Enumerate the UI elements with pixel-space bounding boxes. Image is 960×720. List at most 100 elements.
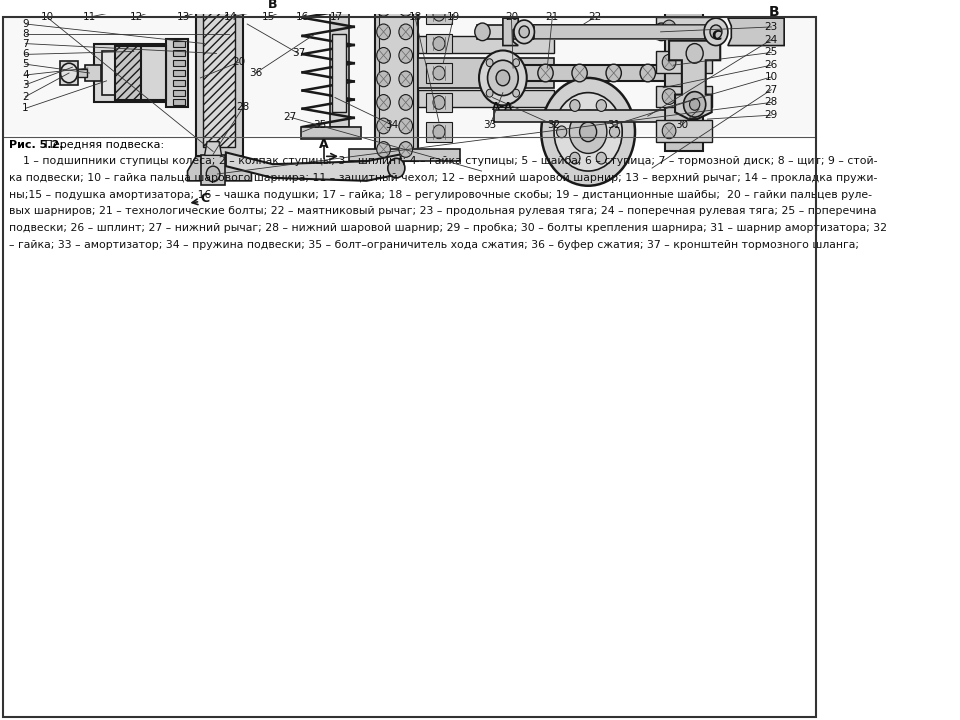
Circle shape: [433, 125, 444, 139]
Text: 32: 32: [547, 120, 561, 130]
Bar: [349, 150, 460, 161]
Text: 16: 16: [296, 12, 309, 22]
Circle shape: [710, 25, 722, 39]
Text: 1 – подшипники ступицы колеса; 2 – колпак ступицы; 3 – шплинт; 4 – гайка ступицы: 1 – подшипники ступицы колеса; 2 – колпа…: [9, 156, 877, 166]
Circle shape: [433, 96, 444, 109]
Text: А–А: А–А: [492, 102, 514, 112]
Circle shape: [399, 71, 413, 86]
Circle shape: [479, 50, 527, 105]
Circle shape: [376, 24, 391, 40]
Text: 27: 27: [765, 85, 778, 95]
Bar: [115, 45, 149, 101]
Bar: [300, 127, 361, 139]
Text: 26: 26: [765, 60, 778, 70]
Polygon shape: [204, 142, 222, 156]
Circle shape: [686, 44, 703, 63]
Bar: [173, 40, 185, 47]
Text: С: С: [200, 192, 209, 205]
Circle shape: [486, 89, 493, 97]
Circle shape: [399, 24, 413, 40]
Text: 34: 34: [386, 120, 398, 130]
Bar: [665, 0, 703, 151]
Bar: [426, 93, 452, 112]
Circle shape: [376, 48, 391, 63]
Circle shape: [662, 55, 676, 70]
Circle shape: [570, 99, 580, 112]
Text: 5: 5: [22, 59, 29, 69]
Bar: [173, 50, 185, 56]
Circle shape: [376, 94, 391, 110]
Text: – гайка; 33 – амортизатор; 34 – пружина подвески; 35 – болт–ограничитель хода сж: – гайка; 33 – амортизатор; 34 – пружина …: [9, 240, 858, 250]
Text: 2: 2: [22, 91, 29, 102]
Bar: [503, 18, 784, 45]
Circle shape: [596, 152, 607, 164]
Circle shape: [606, 64, 621, 82]
Circle shape: [610, 126, 619, 138]
Circle shape: [504, 64, 519, 82]
Text: 36: 36: [249, 68, 262, 78]
Bar: [426, 63, 452, 83]
Bar: [173, 80, 185, 86]
Bar: [140, 45, 166, 101]
Bar: [657, 17, 711, 39]
Circle shape: [376, 142, 391, 158]
Text: 25: 25: [765, 48, 778, 58]
Bar: [173, 70, 185, 76]
Bar: [426, 34, 452, 53]
Circle shape: [399, 1, 413, 16]
Bar: [166, 39, 187, 107]
Text: 33: 33: [484, 120, 496, 130]
Polygon shape: [503, 18, 518, 45]
Bar: [4, 17, 815, 135]
Circle shape: [704, 18, 728, 45]
Bar: [330, 0, 348, 127]
Bar: [173, 99, 185, 105]
Text: 7: 7: [22, 39, 29, 49]
Circle shape: [572, 64, 588, 82]
Text: 31: 31: [607, 120, 620, 130]
Text: 17: 17: [330, 12, 344, 22]
Text: 21: 21: [545, 12, 559, 22]
Text: 4: 4: [22, 70, 29, 80]
Circle shape: [640, 64, 656, 82]
Polygon shape: [226, 153, 400, 181]
Bar: [535, 25, 705, 39]
Text: 12: 12: [130, 12, 143, 22]
Circle shape: [486, 59, 493, 66]
Text: 1: 1: [22, 103, 29, 113]
Circle shape: [684, 91, 706, 117]
Circle shape: [488, 60, 518, 96]
Text: 10: 10: [40, 12, 54, 22]
Text: 15: 15: [262, 12, 276, 22]
Bar: [426, 4, 452, 24]
Circle shape: [475, 23, 491, 40]
Text: вых шарниров; 21 – технологические болты; 22 – маятниковый рычаг; 23 – продольна: вых шарниров; 21 – технологические болты…: [9, 207, 876, 216]
Text: 9: 9: [22, 19, 29, 29]
Text: 19: 19: [446, 12, 460, 22]
Circle shape: [662, 89, 676, 104]
Text: С: С: [710, 29, 721, 42]
Circle shape: [399, 94, 413, 110]
Text: 8: 8: [22, 29, 29, 39]
Circle shape: [538, 64, 553, 82]
Bar: [77, 69, 87, 77]
Text: 20: 20: [505, 12, 518, 22]
Bar: [60, 61, 79, 85]
Circle shape: [519, 26, 529, 37]
Circle shape: [513, 59, 519, 66]
Bar: [468, 44, 540, 117]
Circle shape: [399, 48, 413, 63]
Bar: [418, 36, 554, 53]
Circle shape: [554, 93, 622, 171]
Circle shape: [654, 23, 669, 40]
Circle shape: [541, 78, 635, 186]
Bar: [94, 44, 171, 102]
Bar: [173, 90, 185, 96]
Bar: [203, 0, 235, 147]
Text: 6: 6: [22, 50, 29, 59]
Text: ны;15 – подушка амортизатора; 16 – чашка подушки; 17 – гайка; 18 – регулировочны: ны;15 – подушка амортизатора; 16 – чашка…: [9, 189, 872, 199]
Circle shape: [689, 99, 700, 110]
Polygon shape: [669, 40, 720, 119]
Bar: [657, 86, 711, 107]
Text: 20: 20: [232, 57, 245, 67]
